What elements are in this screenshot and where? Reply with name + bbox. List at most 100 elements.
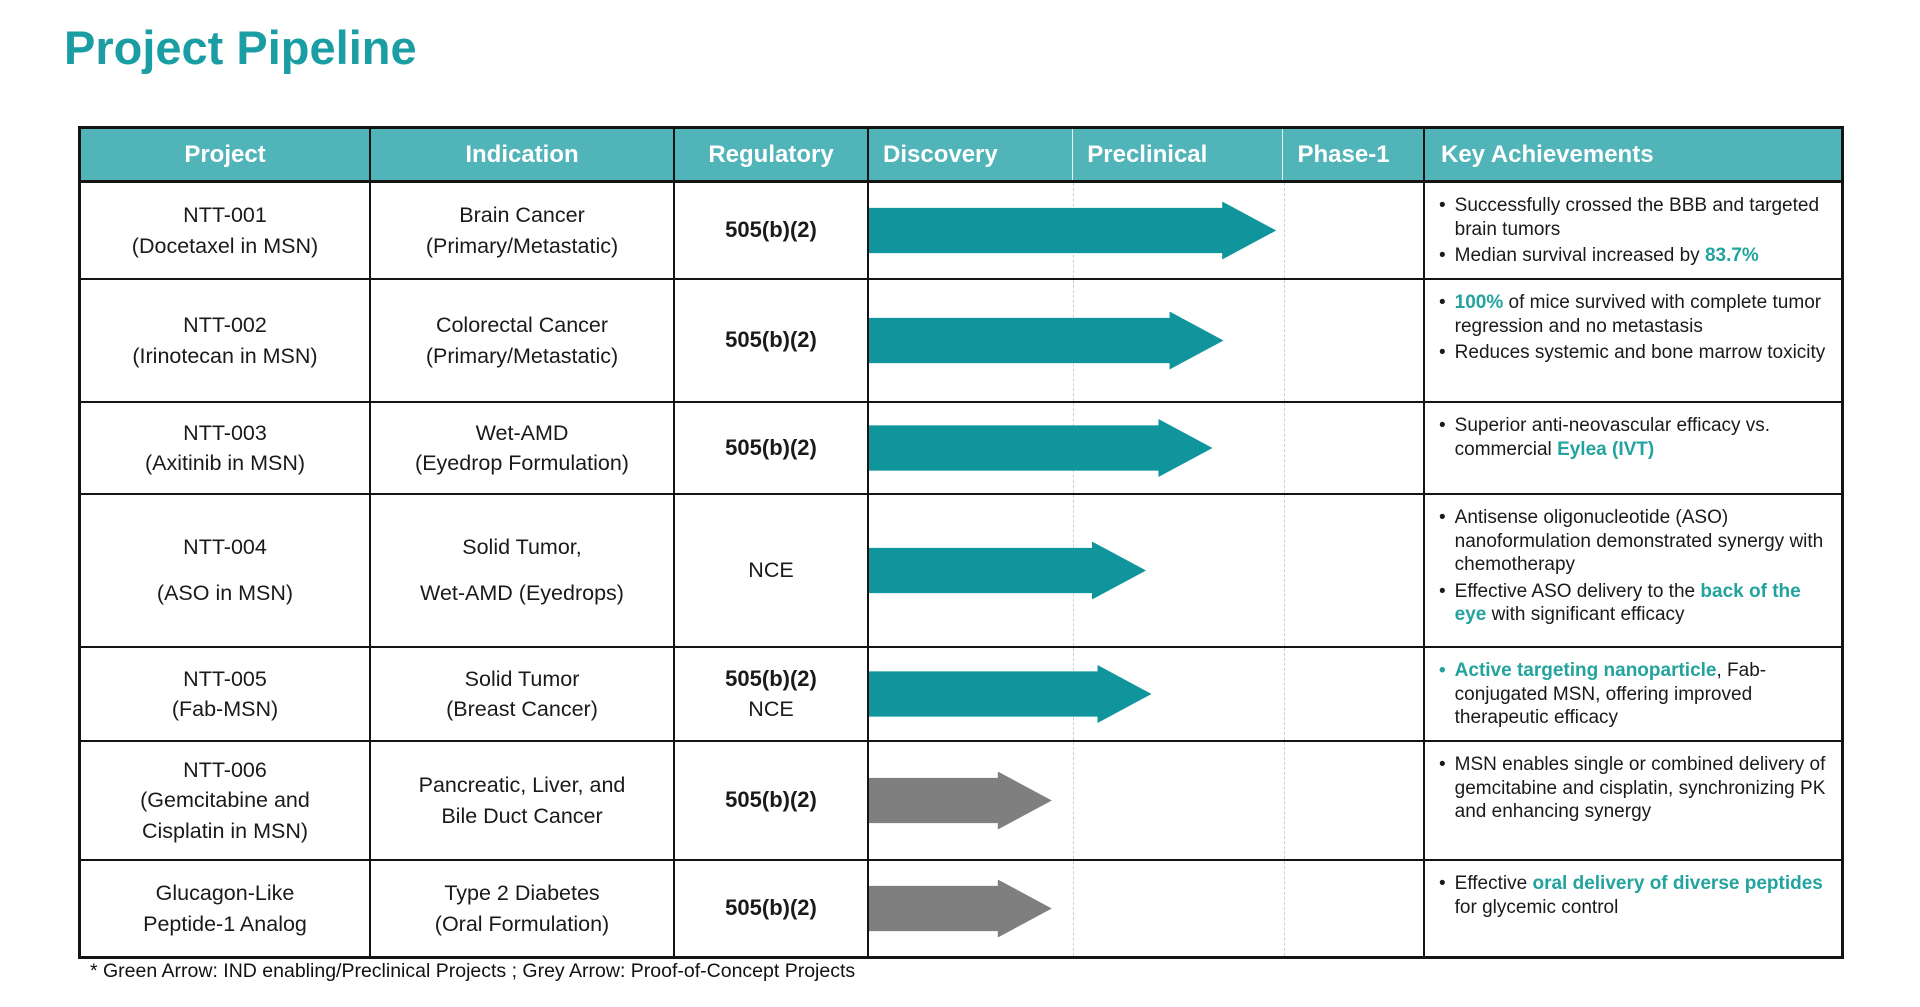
header-stage-discovery: Discovery <box>883 140 998 168</box>
bullet-marker: • <box>1439 195 1446 216</box>
indication-cell: Wet-AMD (Eyedrop Formulation) <box>371 403 675 495</box>
plain-text: Effective ASO delivery to the <box>1454 580 1701 602</box>
bullet-text: Successfully crossed the BBB and targete… <box>1455 194 1833 241</box>
achievement-bullet: • 100% of mice survived with complete tum… <box>1439 291 1833 338</box>
bullet-text: Active targeting nanoparticle, Fab-conju… <box>1455 659 1833 730</box>
plain-text: Superior anti-neovascular efficacy vs. c… <box>1454 415 1771 460</box>
project-line: NTT-002 <box>183 313 267 338</box>
project-line: (Fab-MSN) <box>171 697 279 721</box>
indication-line: (Primary/Metastatic) <box>425 343 619 368</box>
stage-cell <box>869 861 1425 956</box>
project-cell: Glucagon-Like Peptide-1 Analog <box>81 861 371 956</box>
regulatory-cell: NCE <box>675 495 869 648</box>
project-line: NTT-004 <box>183 535 267 560</box>
bullet-marker: • <box>1439 342 1446 364</box>
stage-separator-line <box>1284 648 1285 740</box>
pipeline-arrow-grey <box>869 880 1052 938</box>
header-stage-preclinical: Preclinical <box>1072 129 1282 180</box>
stage-separator-line <box>1284 183 1285 278</box>
bullet-marker: • <box>1439 660 1446 681</box>
indication-line: (Eyedrop Formulation) <box>415 451 629 475</box>
stage-separator-line <box>1284 495 1285 646</box>
regulatory-label: 505(b)(2) <box>725 217 817 243</box>
achievements-cell: • MSN enables single or combined delivery… <box>1425 742 1841 861</box>
achievements-cell: • Effective oral delivery of diverse pept… <box>1425 861 1841 956</box>
header-cell-key-achievements: Key Achievements <box>1425 129 1841 183</box>
indication-line: Pancreatic, Liver, and <box>418 773 626 798</box>
plain-text: Successfully crossed the BBB and targete… <box>1454 195 1820 240</box>
project-cell: NTT-006 (Gemcitabine and Cisplatin in MSN) <box>81 742 371 861</box>
stage-cell <box>869 183 1425 280</box>
stage-cell <box>869 495 1425 648</box>
pipeline-arrow-green <box>869 542 1146 600</box>
accent-text: back of the eye <box>1454 580 1801 626</box>
stage-cell <box>869 403 1425 495</box>
bullet-text: 100% of mice survived with complete tumo… <box>1455 291 1833 338</box>
project-cell: NTT-003 (Axitinib in MSN) <box>81 403 371 495</box>
indication-line: Type 2 Diabetes <box>444 881 600 906</box>
project-cell: NTT-004 (ASO in MSN) <box>81 495 371 648</box>
plain-text: of mice survived with complete tumor reg… <box>1454 292 1822 337</box>
achievement-bullet: • Superior anti-neovascular efficacy vs. … <box>1439 414 1833 461</box>
regulatory-label: 505(b)(2) <box>725 327 817 353</box>
achievement-bullet: • Reduces systemic and bone marrow toxici… <box>1439 341 1825 365</box>
project-cell: NTT-001 (Docetaxel in MSN) <box>81 183 371 280</box>
project-cell: NTT-005 (Fab-MSN) <box>81 648 371 742</box>
bullet-text: Superior anti-neovascular efficacy vs. c… <box>1455 414 1833 461</box>
stage-cell <box>869 648 1425 742</box>
project-line: NTT-006 <box>183 758 267 783</box>
stage-cell <box>869 742 1425 861</box>
pipeline-arrow-green <box>869 202 1276 260</box>
regulatory-label: 505(b)(2) <box>725 787 817 813</box>
regulatory-label: 505(b)(2) <box>725 895 817 921</box>
project-line: (Docetaxel in MSN) <box>131 233 319 258</box>
plain-text: MSN enables single or combined delivery … <box>1454 754 1826 823</box>
project-line: (Axitinib in MSN) <box>144 451 306 475</box>
indication-line: Bile Duct Cancer <box>441 803 603 828</box>
bullet-text: Effective ASO delivery to the back of th… <box>1455 580 1833 627</box>
plain-text: , Fab-conjugated MSN, offering improved … <box>1454 660 1767 729</box>
regulatory-cell: 505(b)(2) NCE <box>675 648 869 742</box>
indication-line: Wet-AMD <box>475 420 569 445</box>
plain-text: Antisense oligonucleotide (ASO) nanoform… <box>1454 507 1824 576</box>
plain-text: Median survival increased by <box>1454 245 1705 267</box>
pipeline-arrow-green <box>869 419 1212 477</box>
indication-cell: Colorectal Cancer (Primary/Metastatic) <box>371 280 675 403</box>
plain-text: Reduces systemic and bone marrow toxicit… <box>1454 342 1826 364</box>
regulatory-cell: 505(b)(2) <box>675 280 869 403</box>
project-line: Peptide-1 Analog <box>143 911 307 936</box>
regulatory-cell: 505(b)(2) <box>675 742 869 861</box>
regulatory-label: 505(b)(2) <box>725 665 817 691</box>
bullet-text: Reduces systemic and bone marrow toxicit… <box>1455 341 1826 365</box>
indication-line: (Primary/Metastatic) <box>425 233 619 258</box>
project-line: Glucagon-Like <box>155 881 295 906</box>
regulatory-label: NCE <box>748 697 794 722</box>
regulatory-label: NCE <box>748 558 794 583</box>
plain-text: with significant efficacy <box>1486 604 1685 626</box>
indication-line: Colorectal Cancer <box>435 313 609 338</box>
project-line: (Irinotecan in MSN) <box>132 343 318 368</box>
bullet-marker: • <box>1439 292 1446 313</box>
bullet-text: Antisense oligonucleotide (ASO) nanoform… <box>1455 506 1833 577</box>
bullet-marker: • <box>1439 507 1446 528</box>
pipeline-arrow-green <box>869 665 1152 723</box>
indication-line: Solid Tumor <box>464 666 580 691</box>
achievements-cell: • Superior anti-neovascular efficacy vs. … <box>1425 403 1841 495</box>
stage-separator-line <box>1284 280 1285 401</box>
bullet-text: MSN enables single or combined delivery … <box>1455 753 1833 824</box>
regulatory-cell: 505(b)(2) <box>675 403 869 495</box>
header-cell-stages: Discovery Preclinical Phase-1 <box>869 129 1425 183</box>
stage-separator-line <box>1073 742 1074 859</box>
achievement-bullet: • Successfully crossed the BBB and target… <box>1439 194 1833 241</box>
bullet-marker: • <box>1439 415 1446 436</box>
project-cell: NTT-002 (Irinotecan in MSN) <box>81 280 371 403</box>
indication-cell: Solid Tumor, Wet-AMD (Eyedrops) <box>371 495 675 648</box>
header-stage-phase-1: Phase-1 <box>1282 129 1423 180</box>
header-cell-regulatory: Regulatory <box>675 129 869 183</box>
achievements-cell: • Active targeting nanoparticle, Fab-conj… <box>1425 648 1841 742</box>
project-line: Cisplatin in MSN) <box>141 818 309 843</box>
indication-line: (Oral Formulation) <box>434 911 610 936</box>
bullet-marker: • <box>1439 754 1446 775</box>
header-cell-project: Project <box>81 129 371 183</box>
